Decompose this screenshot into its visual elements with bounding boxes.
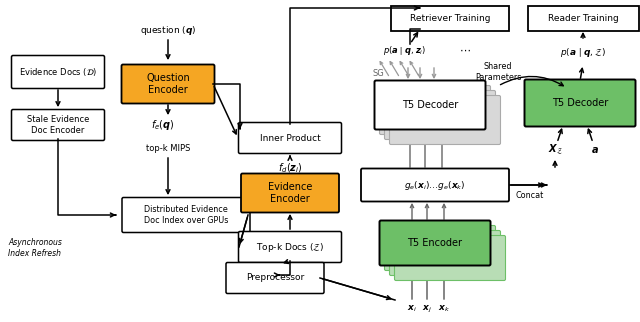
Text: Shared
Parameters: Shared Parameters <box>475 62 521 82</box>
FancyBboxPatch shape <box>390 231 500 276</box>
Text: Evidence
Encoder: Evidence Encoder <box>268 182 312 204</box>
FancyBboxPatch shape <box>122 197 250 232</box>
Text: Reader Training: Reader Training <box>548 14 618 23</box>
Text: top-k MIPS: top-k MIPS <box>146 144 190 153</box>
Text: $p(\boldsymbol{a} \mid \boldsymbol{q}, \boldsymbol{z}_i)$: $p(\boldsymbol{a} \mid \boldsymbol{q}, \… <box>383 43 427 56</box>
FancyBboxPatch shape <box>239 232 342 262</box>
FancyBboxPatch shape <box>525 80 636 127</box>
Text: T5 Decoder: T5 Decoder <box>552 98 608 108</box>
Text: Retriever Training: Retriever Training <box>410 14 490 23</box>
Text: Stale Evidence
Doc Encoder: Stale Evidence Doc Encoder <box>27 115 89 135</box>
Text: $g_e(\boldsymbol{x}_i)\ldots g_e(\boldsymbol{x}_k)$: $g_e(\boldsymbol{x}_i)\ldots g_e(\boldsy… <box>404 178 466 192</box>
FancyBboxPatch shape <box>12 109 104 140</box>
Text: Inner Product: Inner Product <box>260 134 321 143</box>
Text: $p(\boldsymbol{a} \mid \boldsymbol{q}, \mathcal{Z})$: $p(\boldsymbol{a} \mid \boldsymbol{q}, \… <box>560 45 606 59</box>
FancyBboxPatch shape <box>239 122 342 154</box>
FancyBboxPatch shape <box>527 5 639 31</box>
FancyBboxPatch shape <box>241 174 339 213</box>
Text: Asynchronous
Index Refresh: Asynchronous Index Refresh <box>8 238 62 258</box>
Text: Concat: Concat <box>515 191 543 200</box>
Text: SG: SG <box>372 69 384 78</box>
Text: T5 Decoder: T5 Decoder <box>402 100 458 110</box>
FancyBboxPatch shape <box>390 96 500 145</box>
FancyBboxPatch shape <box>12 55 104 89</box>
Text: $\boldsymbol{a}$: $\boldsymbol{a}$ <box>591 145 599 155</box>
FancyBboxPatch shape <box>394 235 506 280</box>
FancyBboxPatch shape <box>122 64 214 103</box>
Text: T5 Encoder: T5 Encoder <box>408 238 463 248</box>
FancyBboxPatch shape <box>391 5 509 31</box>
Text: $\boldsymbol{x}_j$: $\boldsymbol{x}_j$ <box>422 303 432 315</box>
FancyBboxPatch shape <box>380 221 490 266</box>
FancyBboxPatch shape <box>361 168 509 202</box>
Text: $f_e(\boldsymbol{q})$: $f_e(\boldsymbol{q})$ <box>151 118 175 132</box>
Text: question ($\boldsymbol{q}$): question ($\boldsymbol{q}$) <box>140 24 196 36</box>
Text: Distributed Evidence
Doc Index over GPUs: Distributed Evidence Doc Index over GPUs <box>144 205 228 225</box>
Text: $\boldsymbol{x}_k$: $\boldsymbol{x}_k$ <box>438 304 450 314</box>
Text: Preprocessor: Preprocessor <box>246 273 304 282</box>
FancyBboxPatch shape <box>380 86 490 135</box>
Text: $\boldsymbol{x}_i$: $\boldsymbol{x}_i$ <box>407 304 417 314</box>
FancyBboxPatch shape <box>385 225 495 270</box>
FancyBboxPatch shape <box>226 262 324 293</box>
FancyBboxPatch shape <box>385 90 495 139</box>
Text: Question
Encoder: Question Encoder <box>146 73 190 95</box>
Text: Evidence Docs ($\mathcal{D}$): Evidence Docs ($\mathcal{D}$) <box>19 66 97 78</box>
Text: Top-k Docs ($\mathcal{Z}$): Top-k Docs ($\mathcal{Z}$) <box>256 241 324 253</box>
Text: $\cdots$: $\cdots$ <box>459 45 471 55</box>
Text: $\boldsymbol{X}_{\mathcal{Z}}$: $\boldsymbol{X}_{\mathcal{Z}}$ <box>548 143 563 157</box>
FancyBboxPatch shape <box>374 80 486 129</box>
Text: $f_d(\boldsymbol{z}_i)$: $f_d(\boldsymbol{z}_i)$ <box>278 161 302 175</box>
